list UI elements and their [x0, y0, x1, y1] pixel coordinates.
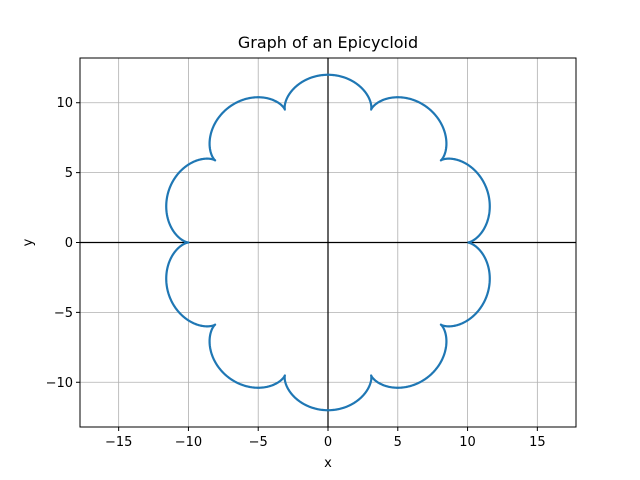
epicycloid-curve [165, 73, 491, 412]
x-axis-title: x [324, 456, 332, 471]
x-tick-label: 0 [324, 435, 332, 450]
y-tick-label: 10 [56, 96, 73, 111]
axis-ticks: −15 −10 −5 0 5 10 15 −10 −5 0 5 10 [46, 96, 546, 450]
y-tick-label: 5 [65, 166, 73, 181]
chart-title: Graph of an Epicycloid [238, 33, 418, 52]
x-tick-label: 10 [459, 435, 476, 450]
x-tick-label: 15 [529, 435, 546, 450]
series-layer [165, 73, 491, 412]
x-tick-label: −15 [105, 435, 132, 450]
x-tick-label: 5 [394, 435, 402, 450]
x-tick-label: −10 [175, 435, 202, 450]
y-tick-label: −10 [46, 376, 73, 391]
y-tick-label: −5 [54, 306, 73, 321]
x-tick-label: −5 [249, 435, 268, 450]
y-axis-title: y [21, 238, 36, 246]
y-tick-label: 0 [65, 236, 73, 251]
reference-lines [80, 58, 576, 427]
